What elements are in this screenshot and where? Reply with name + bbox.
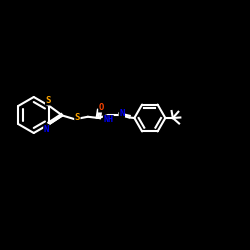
Text: O: O	[99, 103, 104, 112]
Text: S: S	[46, 96, 51, 105]
Text: N: N	[119, 108, 124, 118]
Text: N: N	[44, 124, 49, 134]
Text: NH: NH	[103, 116, 113, 124]
Text: S: S	[75, 114, 80, 122]
